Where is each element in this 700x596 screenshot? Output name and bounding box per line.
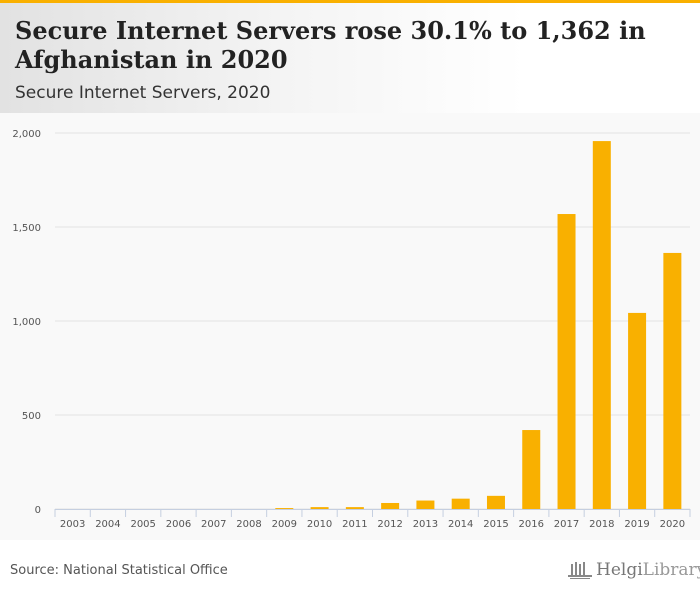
x-tick-label: 2017 xyxy=(554,519,579,530)
helgi-library-logo[interactable]: HelgiLibrary. xyxy=(568,560,700,580)
bar-2018 xyxy=(592,141,611,510)
x-tick-label: 2003 xyxy=(60,519,85,530)
x-tick-label: 2005 xyxy=(130,519,155,530)
x-tick-label: 2011 xyxy=(342,519,367,530)
y-tick-label: 1,000 xyxy=(12,317,41,328)
page-title: Secure Internet Servers rose 30.1% to 1,… xyxy=(15,16,646,74)
bar-2016 xyxy=(522,430,541,509)
x-tick-label: 2009 xyxy=(272,519,297,530)
y-tick-label: 1,500 xyxy=(12,223,41,234)
logo-brand: Helgi xyxy=(596,560,643,580)
x-tick-label: 2016 xyxy=(519,519,544,530)
y-tick-label: 500 xyxy=(22,411,41,422)
bar-2013 xyxy=(416,500,435,509)
source-note: Source: National Statistical Office xyxy=(10,563,228,578)
x-tick-label: 2019 xyxy=(624,519,649,530)
bar-2014 xyxy=(451,498,470,509)
bar-2009 xyxy=(275,508,294,509)
header: Secure Internet Servers rose 30.1% to 1,… xyxy=(0,3,700,113)
x-tick-label: 2015 xyxy=(483,519,508,530)
bar-2015 xyxy=(486,495,505,509)
x-tick-label: 2004 xyxy=(95,519,120,530)
x-tick-label: 2006 xyxy=(166,519,191,530)
x-tick-label: 2014 xyxy=(448,519,473,530)
bar-2011 xyxy=(345,507,364,509)
y-tick-label: 0 xyxy=(35,505,41,516)
bar-2017 xyxy=(557,214,576,509)
x-tick-label: 2012 xyxy=(377,519,402,530)
x-tick-label: 2020 xyxy=(660,519,685,530)
x-tick-label: 2008 xyxy=(236,519,261,530)
bar-2012 xyxy=(381,502,400,509)
x-tick-label: 2018 xyxy=(589,519,614,530)
x-tick-label: 2013 xyxy=(413,519,438,530)
x-tick-label: 2007 xyxy=(201,519,226,530)
logo-suffix: Library. xyxy=(642,560,700,580)
x-tick-label: 2010 xyxy=(307,519,332,530)
bar-2019 xyxy=(628,312,647,509)
bar-2010 xyxy=(310,507,329,509)
library-building-icon xyxy=(568,562,592,579)
top-accent-bar xyxy=(0,0,700,3)
chart-area xyxy=(0,113,700,540)
y-tick-label: 2,000 xyxy=(12,129,41,140)
bar-2020 xyxy=(663,252,682,509)
chart-subtitle: Secure Internet Servers, 2020 xyxy=(15,83,271,103)
